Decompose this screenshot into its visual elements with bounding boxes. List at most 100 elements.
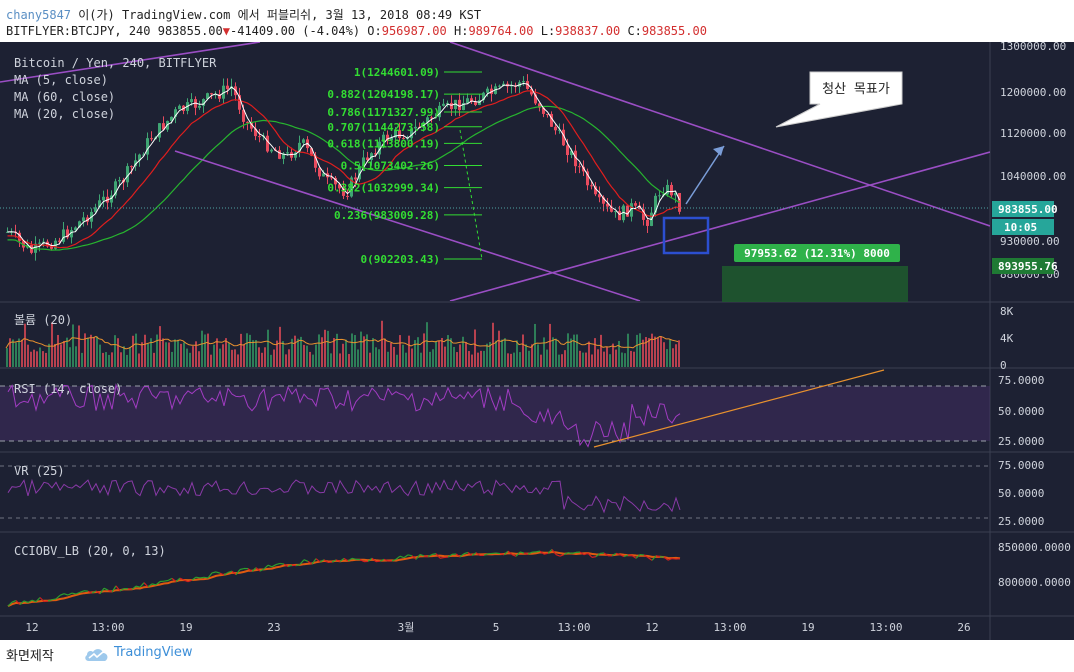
- candle-body: [526, 81, 529, 89]
- volume-bar: [135, 333, 137, 367]
- cciobv-segment: [203, 576, 209, 579]
- volume-bar: [426, 322, 428, 367]
- cciobv-segment: [567, 552, 573, 554]
- volume-bar: [309, 351, 311, 367]
- volume-bar: [324, 329, 326, 367]
- volume-bar: [642, 339, 644, 367]
- candle-body: [250, 122, 253, 129]
- moving-averages: [7, 82, 680, 251]
- volume-bar: [423, 333, 425, 367]
- volume-bar: [66, 337, 68, 367]
- volume-bar: [243, 344, 245, 367]
- cciobv-segment: [207, 572, 213, 579]
- candle-body: [222, 85, 225, 99]
- volume-bar: [438, 340, 440, 367]
- volume-bar: [552, 337, 554, 367]
- volume-bar: [51, 322, 53, 367]
- time-axis[interactable]: 12 13:00 19 23 3월 5 13:00 12 13:00 19 13…: [25, 621, 970, 634]
- rsi-trendline[interactable]: [593, 369, 885, 448]
- volume-bar: [258, 347, 260, 367]
- volume-bar: [516, 340, 518, 367]
- cciobv-segment: [315, 558, 321, 563]
- volume-bar: [375, 347, 377, 367]
- legend-ma5: MA (5, close): [14, 73, 108, 87]
- candle-body: [446, 102, 449, 104]
- cciobv-segment: [499, 553, 505, 556]
- trend-channels[interactable]: [0, 42, 990, 301]
- projection-arrow[interactable]: [685, 145, 725, 205]
- volume-bar: [300, 336, 302, 367]
- volume-bar: [27, 344, 29, 367]
- cciobv-segment: [87, 590, 93, 594]
- volume-bar: [84, 333, 86, 367]
- candle-body: [214, 94, 217, 96]
- cciobv-segment: [623, 554, 629, 558]
- cciobv-segment: [619, 553, 625, 558]
- candle-body: [246, 121, 249, 123]
- cciobv-segment: [59, 593, 65, 596]
- chart-canvas[interactable]: 97953.62 (12.31%) 8000 1(1244601.09) 0.88…: [0, 42, 1074, 640]
- candle-body: [38, 242, 41, 244]
- price-tick: 1040000.00: [1000, 170, 1066, 183]
- volume-bar: [402, 344, 404, 367]
- volume-bar: [99, 344, 101, 367]
- candle-body: [590, 185, 593, 187]
- cciobv-segment: [403, 554, 409, 559]
- volume-bar: [462, 336, 464, 367]
- volume-bar: [129, 347, 131, 367]
- cciobv-segment: [651, 555, 657, 561]
- volume-bar: [30, 351, 32, 367]
- candle-body: [170, 116, 173, 121]
- cciobv-segment: [447, 553, 453, 558]
- volume-bar: [468, 351, 470, 367]
- cciobv-segment: [455, 553, 461, 558]
- cciobv-segment: [295, 563, 301, 567]
- chart-header: chany5847 이(가) TradingView.com 에서 퍼블리쉬, …: [0, 0, 1074, 42]
- volume-bar: [42, 351, 44, 367]
- candle-body: [42, 241, 45, 243]
- volume-bar: [513, 352, 515, 367]
- volume-bar: [288, 349, 290, 367]
- cciobv-segment: [439, 556, 445, 559]
- cciobv-segment: [539, 550, 545, 555]
- candle-body: [398, 130, 401, 138]
- candle-body: [110, 195, 113, 203]
- callout-note[interactable]: 청산 목표가: [775, 71, 903, 128]
- candle-body: [554, 126, 557, 131]
- volume-bar: [132, 335, 134, 367]
- highlight-box[interactable]: [662, 216, 710, 255]
- volume-bar: [246, 333, 248, 367]
- legend-title: Bitcoin / Yen, 240, BITFLYER: [14, 56, 217, 70]
- cciobv-segment: [227, 570, 233, 574]
- volume-bar: [564, 350, 566, 367]
- price-axis[interactable]: 1300000.00 1200000.00 1120000.00 1040000…: [992, 42, 1066, 281]
- cciobv-line: [7, 549, 681, 607]
- time-tick: 13:00: [869, 621, 902, 634]
- candle-body: [286, 152, 289, 154]
- volume-bar: [522, 334, 524, 367]
- cciobv-segment: [543, 552, 549, 555]
- volume-bar: [57, 334, 59, 367]
- tradingview-brand-link[interactable]: TradingView: [114, 645, 193, 660]
- volume-bar: [447, 335, 449, 367]
- cciobv-segment: [511, 553, 517, 557]
- volume-bar: [372, 338, 374, 367]
- candle-body: [378, 141, 381, 155]
- candle-body: [202, 99, 205, 106]
- volume-bar: [606, 346, 608, 367]
- volume-bar: [540, 354, 542, 367]
- volume-bar: [594, 338, 596, 367]
- candle-body: [558, 129, 561, 131]
- cciobv-segment: [143, 582, 149, 588]
- fib-retracement[interactable]: 1(1244601.09) 0.882(1204198.17) 0.786(1171…: [327, 66, 483, 266]
- volume-bar: [117, 338, 119, 367]
- candle-body: [158, 123, 161, 138]
- cciobv-segment: [287, 564, 293, 568]
- tradingview-cloud-icon[interactable]: [84, 646, 110, 662]
- volume-bar: [282, 341, 284, 367]
- measure-box[interactable]: 97953.62 (12.31%) 8000: [722, 244, 908, 302]
- cciobv-segment: [11, 599, 17, 603]
- author-link[interactable]: chany5847: [6, 8, 72, 22]
- candle-body: [530, 88, 533, 95]
- cciobv-segment: [219, 572, 225, 576]
